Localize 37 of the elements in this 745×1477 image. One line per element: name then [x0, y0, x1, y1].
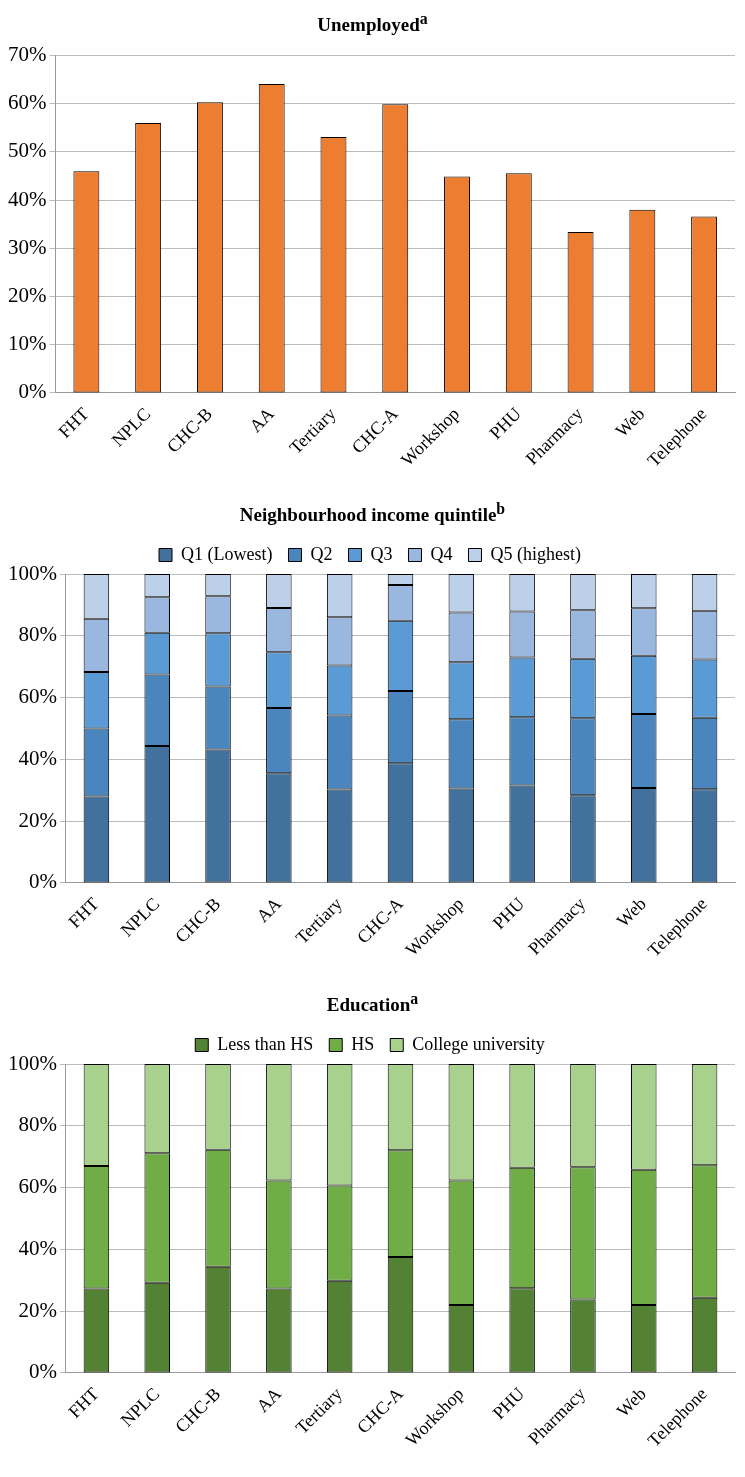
legend-label: Q4 [430, 543, 453, 564]
y-tick-label: 0% [28, 869, 57, 894]
x-tick-label: AA [252, 893, 286, 927]
chart-title: Unemployed$^{a}$ [316, 9, 429, 38]
legend-label: Q3 [370, 543, 393, 564]
y-tick-label: 0% [28, 1359, 57, 1384]
y-tick-label: 20% [18, 1297, 57, 1322]
x-tick-label: Web [612, 1383, 650, 1421]
y-tick-label: 40% [18, 745, 57, 770]
y-tick-label: 70% [7, 42, 47, 67]
legend-label: Q2 [310, 543, 333, 564]
legend-label: Q5 (highest) [490, 543, 581, 565]
legend-label: Less than HS [217, 1033, 314, 1054]
x-tick-label: AA [252, 1383, 286, 1417]
legend-label: Q1 (Lowest) [181, 543, 273, 565]
legend-label: HS [351, 1033, 375, 1054]
legend-label: College university [412, 1033, 545, 1054]
y-tick-label: 40% [18, 1235, 57, 1260]
chart-title: Neighbourhood income quintile$^{b}$ [238, 499, 507, 528]
x-tick-label: AA [245, 403, 278, 437]
y-tick-label: 80% [18, 1112, 57, 1137]
y-tick-label: 0% [18, 379, 47, 404]
chart-title: Education$^{a}$ [325, 989, 420, 1018]
y-tick-label: 80% [18, 622, 57, 647]
y-tick-label: 60% [7, 90, 47, 115]
y-tick-label: 100% [7, 560, 57, 585]
y-tick-label: 20% [18, 807, 57, 832]
y-tick-label: 20% [7, 283, 47, 308]
y-tick-label: 60% [18, 1174, 57, 1199]
y-tick-label: 50% [7, 138, 47, 163]
y-tick-label: 100% [7, 1050, 57, 1075]
y-tick-label: 60% [18, 684, 57, 709]
x-tick-label: Web [612, 893, 650, 931]
x-tick-label: Web [611, 403, 649, 441]
y-tick-label: 40% [7, 186, 47, 211]
y-tick-label: 10% [7, 331, 47, 356]
y-tick-label: 30% [7, 234, 47, 259]
